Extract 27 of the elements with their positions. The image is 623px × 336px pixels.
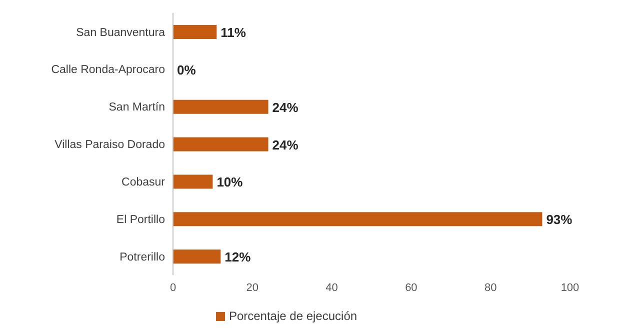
data-label: 0% — [177, 62, 196, 78]
data-label: 24% — [272, 137, 299, 152]
bar — [173, 174, 213, 189]
bar — [173, 100, 268, 114]
x-tick-label: 60 — [405, 282, 418, 294]
x-tick-label: 100 — [560, 282, 580, 294]
data-label: 11% — [220, 25, 246, 40]
bar — [173, 137, 268, 152]
y-tick-label: Villas Paraiso Dorado — [54, 139, 165, 152]
data-label: 10% — [216, 174, 244, 190]
bar — [173, 25, 217, 39]
y-tick-label: Potrerillo — [120, 251, 165, 264]
y-tick-label: Cobasur — [122, 176, 166, 189]
y-tick-label: Calle Ronda-Aprocaro — [51, 64, 165, 76]
y-tick-label: San Martín — [108, 102, 165, 114]
data-label: 24% — [272, 100, 299, 115]
bar — [173, 250, 221, 264]
legend-label: Porcentaje de ejecución — [228, 309, 358, 323]
data-label: 12% — [224, 250, 252, 265]
data-label: 93% — [546, 212, 573, 228]
x-tick-label: 80 — [484, 282, 497, 294]
x-tick-label: 20 — [246, 282, 259, 294]
y-tick-label: San Buanventura — [76, 26, 166, 39]
x-tick-label: 40 — [326, 282, 338, 294]
bar — [173, 212, 542, 226]
y-tick-label: El Portillo — [116, 214, 165, 226]
x-tick-label: 0 — [170, 282, 176, 294]
